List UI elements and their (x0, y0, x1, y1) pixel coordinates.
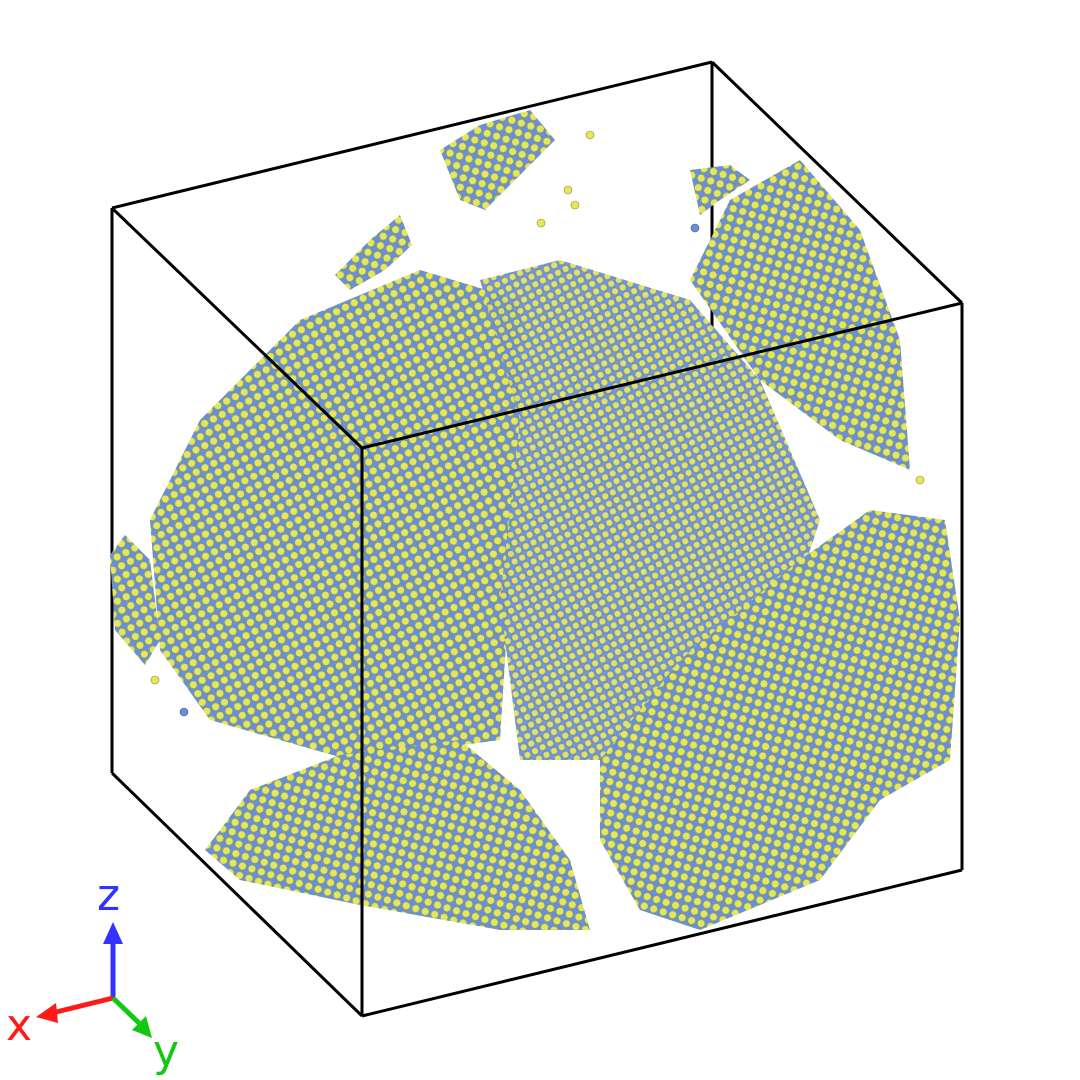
y-axis-label: y (153, 1026, 179, 1077)
simulation-cell-front (110, 206, 963, 1018)
grain-left-fragment (110, 535, 160, 665)
y-arrowhead (132, 1016, 152, 1038)
y-axis-arrow (111, 996, 142, 1026)
x-axis-label: x (6, 1000, 32, 1051)
grain-top-fragment (440, 110, 555, 210)
x-axis-arrow (51, 995, 114, 1016)
grain-small-upper-left (335, 215, 412, 290)
z-axis-label: z (97, 870, 120, 921)
grain-upper-right-fragment (690, 165, 750, 215)
grain-upper-right (690, 160, 910, 470)
stray-atoms (150, 130, 925, 717)
x-arrowhead (36, 1003, 58, 1023)
z-arrowhead (103, 922, 123, 944)
grain-bottom (205, 740, 590, 930)
atom-cluster (110, 110, 960, 930)
axis-tripod: z x y (6, 870, 179, 1077)
grain-left (150, 270, 520, 760)
grain-right (600, 510, 960, 930)
